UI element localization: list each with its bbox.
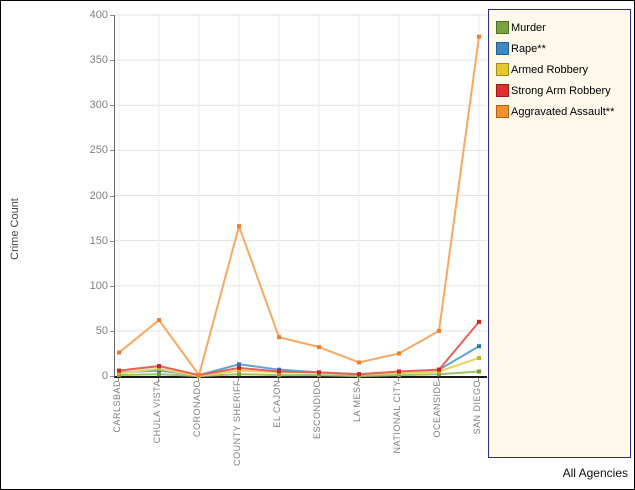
y-tick-mark [110, 60, 114, 62]
y-tick-mark [110, 105, 114, 107]
y-tick-label: 150 [89, 234, 108, 247]
legend-label: Murder [511, 21, 546, 34]
x-tick-mark [198, 378, 199, 381]
data-point [397, 369, 401, 374]
legend-item-murder: Murder [496, 17, 626, 38]
data-point [317, 370, 321, 375]
y-tick-mark [110, 150, 114, 152]
murder-swatch-icon [496, 21, 509, 34]
data-point [157, 364, 161, 369]
y-tick-label: 200 [89, 189, 108, 202]
data-point [237, 368, 241, 373]
x-tick-mark [318, 378, 319, 381]
x-tick-mark [398, 378, 399, 381]
y-tick-label: 250 [89, 144, 108, 157]
data-point [157, 366, 161, 371]
data-point [477, 319, 481, 324]
x-category-label: LA MESA [352, 380, 362, 423]
data-point [237, 372, 241, 377]
legend: Murder Rape** Armed Robbery Strong Arm R… [488, 9, 631, 458]
legend-label: Rape** [511, 42, 546, 55]
strong-arm-robbery-swatch-icon [496, 84, 509, 97]
x-tick-mark [118, 378, 119, 381]
legend-label: Aggravated Assault** [511, 105, 615, 118]
x-category-label: ESCONDIDO [312, 380, 322, 440]
data-point [437, 372, 441, 377]
data-point [477, 344, 481, 349]
x-tick-mark [478, 378, 479, 381]
rape-swatch-icon [496, 42, 509, 55]
data-point [117, 350, 121, 355]
x-category-label: CHULA VISTA [152, 380, 162, 444]
data-point [237, 365, 241, 370]
x-category-label: CARLSBAD [112, 380, 122, 433]
legend-item-aggravated-assault: Aggravated Assault** [496, 101, 626, 122]
data-point [277, 369, 281, 374]
series-line-0 [118, 370, 480, 378]
y-tick-label: 300 [89, 99, 108, 112]
data-point [477, 355, 481, 360]
dataset-label: All Agencies [562, 466, 628, 480]
data-point [437, 328, 441, 333]
series-line-2 [118, 357, 480, 378]
y-tick-mark [110, 330, 114, 332]
data-point [277, 335, 281, 340]
x-tick-mark [238, 378, 239, 381]
y-tick-mark [110, 376, 114, 377]
data-point [157, 372, 161, 377]
y-axis-title: Crime Count [9, 198, 21, 260]
legend-item-armed-robbery: Armed Robbery [496, 59, 626, 80]
y-tick-mark [110, 195, 114, 197]
y-tick-mark [110, 285, 114, 287]
x-tick-mark [278, 378, 279, 381]
legend-item-strong-arm-robbery: Strong Arm Robbery [496, 80, 626, 101]
y-tick-label: 400 [89, 9, 108, 21]
data-point [477, 369, 481, 374]
y-tick-label: 0 [101, 370, 108, 382]
data-point [357, 372, 361, 377]
x-tick-mark [158, 378, 159, 381]
x-category-label: CORONADO [192, 380, 202, 438]
aggravated-assault-swatch-icon [496, 105, 509, 118]
x-category-label: OCEANSIDE [432, 380, 442, 438]
data-point [277, 373, 281, 378]
data-point [317, 373, 321, 378]
x-tick-mark [358, 378, 359, 381]
x-category-label: SAN DIEGO [472, 380, 482, 435]
y-tick-label: 50 [95, 324, 108, 337]
data-point [437, 367, 441, 372]
data-point [357, 360, 361, 365]
series-line-3 [118, 321, 480, 377]
data-point [397, 351, 401, 356]
plot-area [114, 14, 487, 378]
data-point [237, 362, 241, 367]
legend-label: Armed Robbery [511, 63, 589, 76]
y-tick-mark [110, 240, 114, 242]
x-category-label: NATIONAL CITY [392, 380, 402, 454]
data-point [477, 34, 481, 39]
x-category-label: EL CAJON [272, 380, 282, 428]
data-point [157, 318, 161, 323]
data-point [317, 345, 321, 350]
y-tick-label: 350 [89, 54, 108, 67]
data-point [197, 373, 201, 378]
data-point [237, 224, 241, 229]
legend-item-rape: Rape** [496, 38, 626, 59]
chart-canvas [115, 14, 487, 378]
x-category-label: COUNTY SHERIFF [232, 380, 242, 466]
series-line-4 [118, 36, 480, 378]
armed-robbery-swatch-icon [496, 63, 509, 76]
x-tick-mark [438, 378, 439, 381]
legend-label: Strong Arm Robbery [511, 84, 611, 97]
data-point [117, 368, 121, 373]
data-point [117, 371, 121, 376]
y-tick-mark [110, 15, 114, 16]
y-tick-label: 100 [89, 279, 108, 292]
